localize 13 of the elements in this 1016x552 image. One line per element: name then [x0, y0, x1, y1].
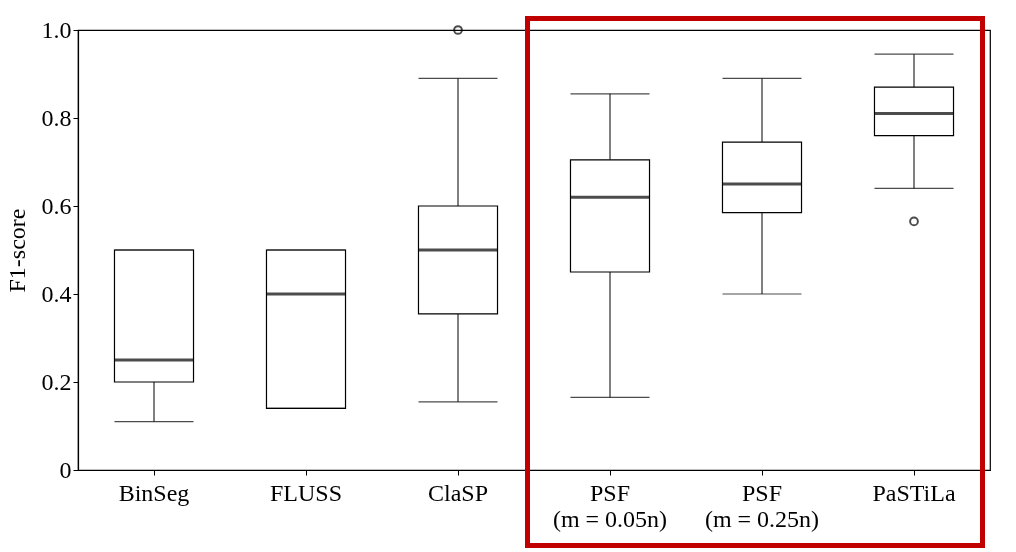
- y-tick-label: 0.8: [41, 104, 72, 131]
- x-tick-label: PSF (m = 0.25n): [704, 479, 820, 532]
- x-tick-label: BinSeg: [118, 479, 190, 506]
- y-tick-label: 0.4: [41, 280, 72, 307]
- x-tick-label: FLUSS: [269, 479, 343, 506]
- x-tick-label: ClaSP: [427, 479, 489, 506]
- y-tick-label: 0.6: [41, 192, 72, 219]
- x-tick-label: PaSTiLa: [872, 479, 956, 506]
- x-tick-label: PSF (m = 0.05n): [552, 479, 668, 532]
- y-tick-label: 0: [59, 456, 72, 483]
- y-tick-label: 1.0: [41, 16, 72, 43]
- y-axis-title: F1-score: [3, 208, 30, 293]
- y-tick-label: 0.2: [41, 368, 72, 395]
